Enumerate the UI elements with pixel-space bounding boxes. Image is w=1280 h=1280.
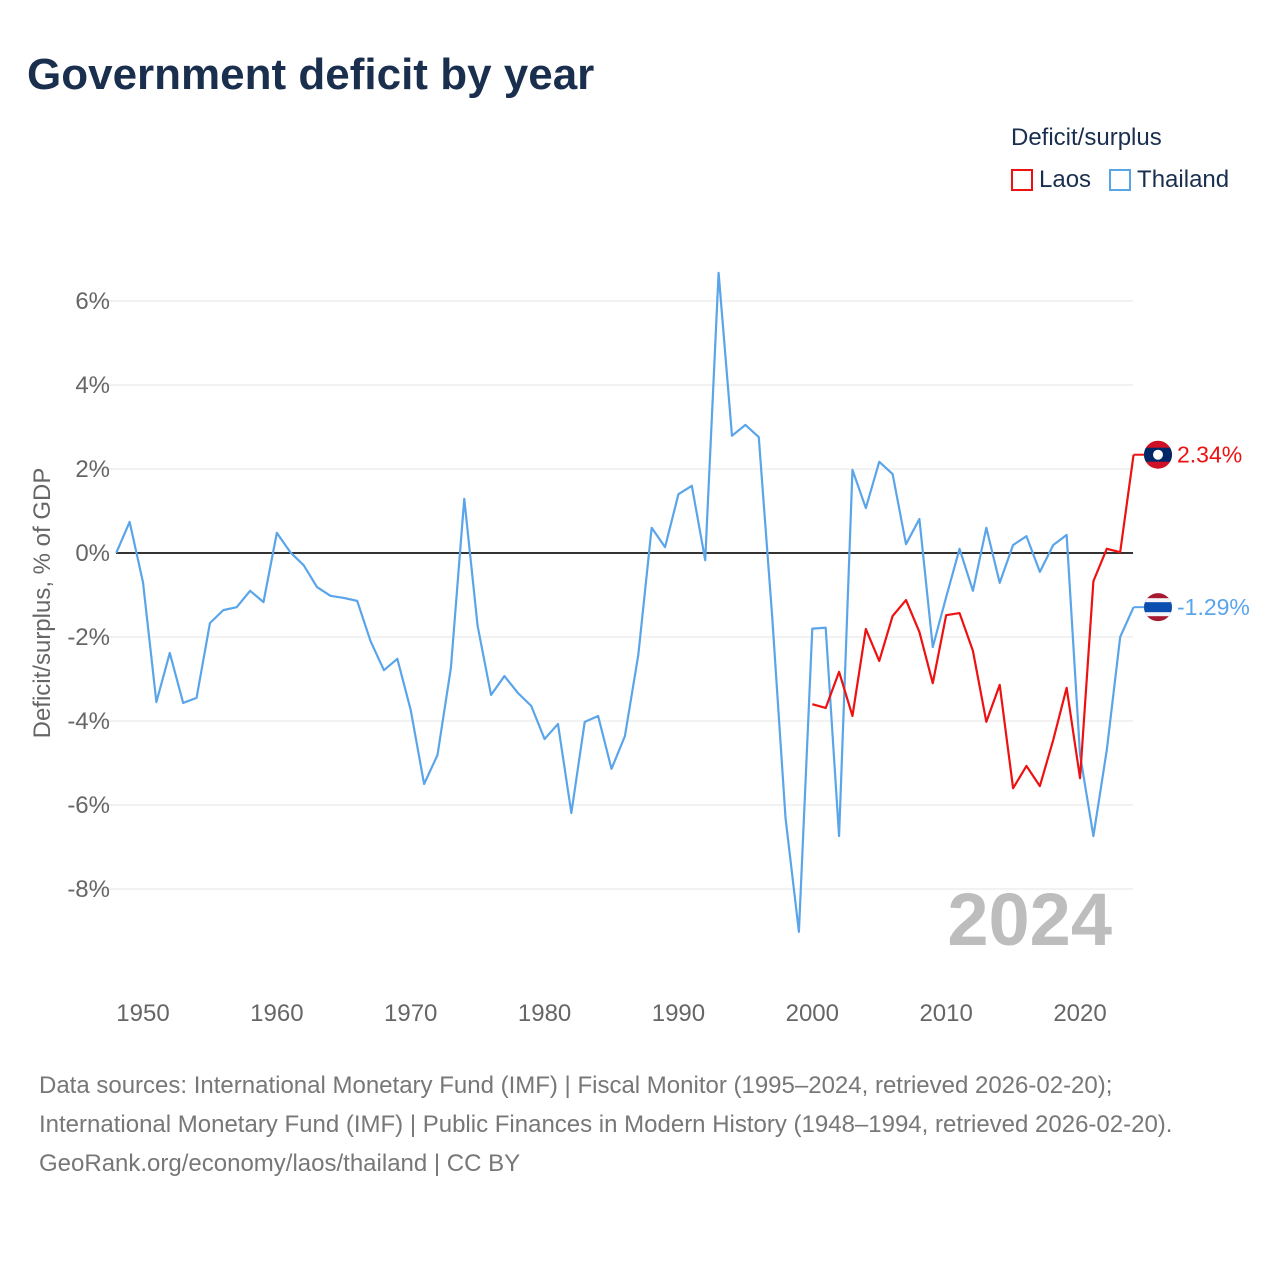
flag-body xyxy=(1144,440,1172,469)
series-line-laos xyxy=(812,454,1135,790)
y-tick-label: 6% xyxy=(75,288,110,315)
y-tick-label: 0% xyxy=(75,540,110,567)
y-tick-label: -4% xyxy=(67,708,110,735)
thailand-flag-icon xyxy=(1144,593,1172,622)
flag-disc xyxy=(1153,449,1163,460)
footer: Data sources: International Monetary Fun… xyxy=(39,1066,1239,1183)
x-tick-label: 2000 xyxy=(786,1000,839,1027)
x-tick-label: 1960 xyxy=(250,1000,303,1027)
chart-title: Government deficit by year xyxy=(27,50,595,99)
x-tick-label: 1970 xyxy=(384,1000,437,1027)
credit-link[interactable]: GeoRank.org/economy/laos/thailand | CC B… xyxy=(39,1150,521,1177)
y-tick-label: 4% xyxy=(75,372,110,399)
y-axis-label: Deficit/surplus, % of GDP xyxy=(29,468,56,739)
data-sources: Data sources: International Monetary Fun… xyxy=(39,1072,1173,1138)
legend-label-laos: Laos xyxy=(1039,166,1092,193)
x-tick-label: 1950 xyxy=(116,1000,169,1027)
x-tick-label: 1990 xyxy=(652,1000,705,1027)
legend-swatch-laos xyxy=(1011,169,1033,191)
x-tick-label: 2020 xyxy=(1053,1000,1106,1027)
laos-flag-icon xyxy=(1144,440,1172,469)
y-tick-label: -8% xyxy=(67,876,110,903)
legend: Laos Thailand xyxy=(1011,166,1229,194)
legend-item-thailand[interactable]: Thailand xyxy=(1109,166,1229,194)
y-tick-label: 2% xyxy=(75,456,110,483)
series-line-thailand xyxy=(115,271,1135,933)
flag-body xyxy=(1144,593,1172,622)
x-tick-label: 2010 xyxy=(919,1000,972,1027)
x-tick-label: 1980 xyxy=(518,1000,571,1027)
legend-swatch-thailand xyxy=(1109,169,1132,191)
y-tick-label: -2% xyxy=(67,624,110,651)
year-watermark: 2024 xyxy=(947,878,1112,961)
flag-stripe xyxy=(1144,602,1172,613)
end-label-thailand: -1.29% xyxy=(1177,594,1250,620)
end-label-laos: 2.34% xyxy=(1177,442,1242,468)
legend-title: Deficit/surplus xyxy=(1011,124,1162,151)
y-tick-label: -6% xyxy=(67,792,110,819)
legend-item-laos[interactable]: Laos xyxy=(1011,166,1091,194)
legend-label-thailand: Thailand xyxy=(1137,166,1230,193)
